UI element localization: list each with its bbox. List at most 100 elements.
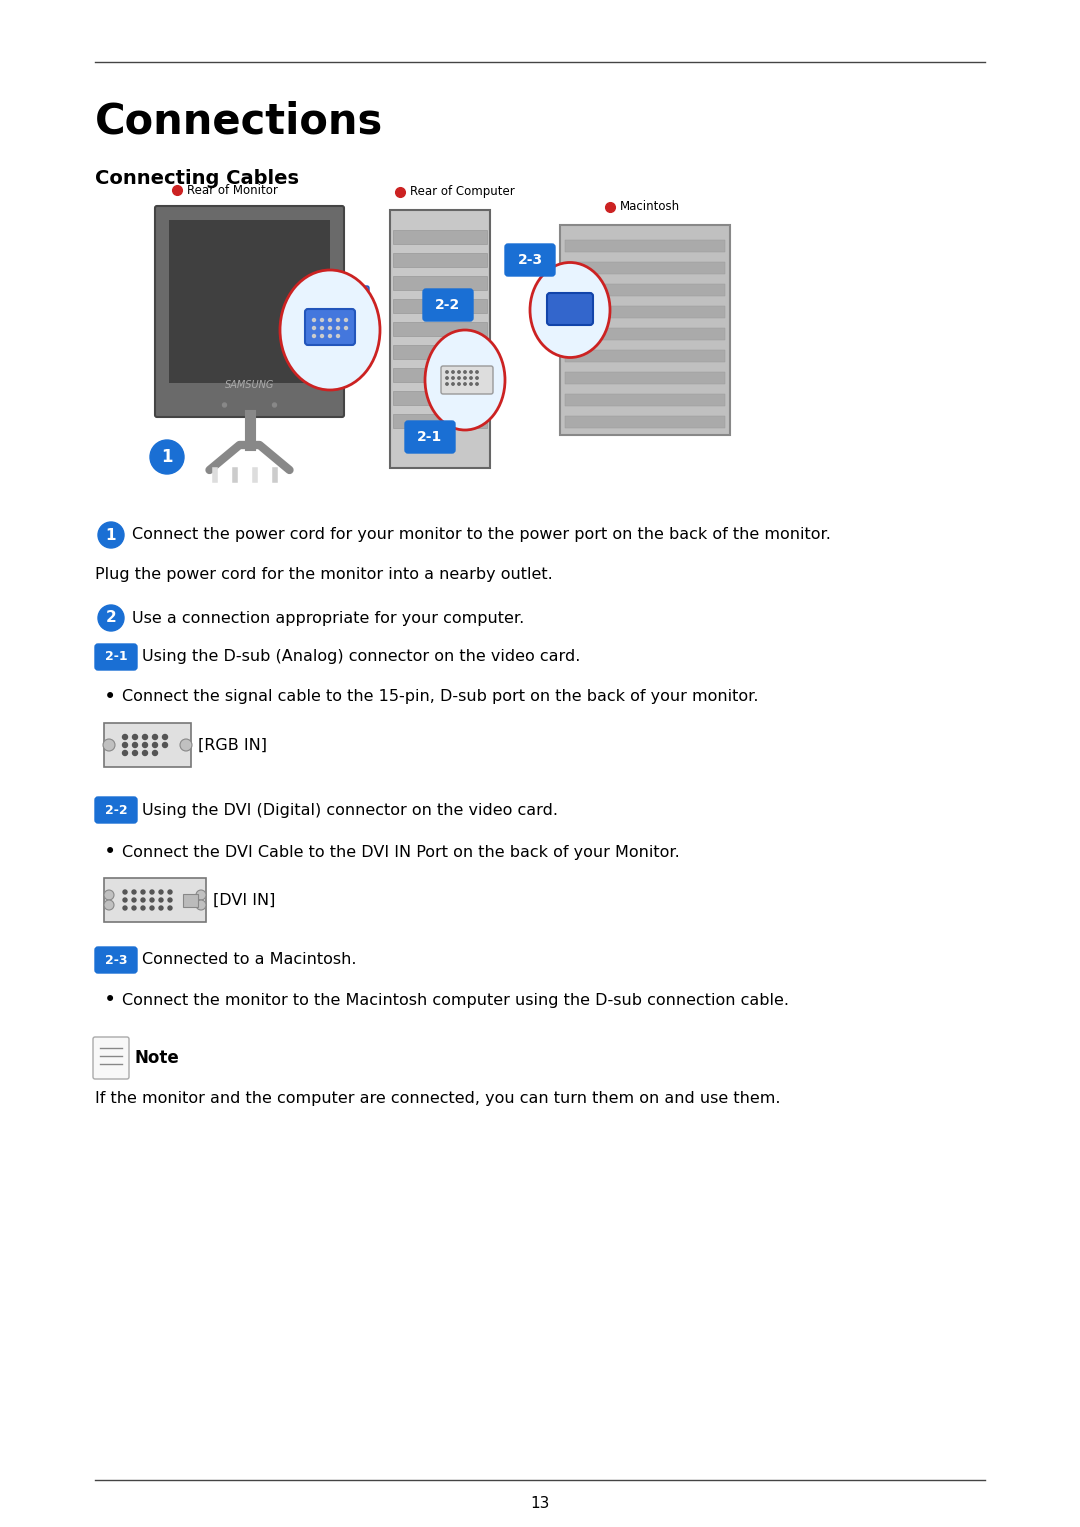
Circle shape (312, 327, 315, 330)
Text: Using the DVI (Digital) connector on the video card.: Using the DVI (Digital) connector on the… (141, 803, 558, 817)
Circle shape (133, 734, 137, 739)
Text: Connecting Cables: Connecting Cables (95, 168, 299, 188)
FancyBboxPatch shape (546, 293, 593, 325)
Circle shape (476, 377, 478, 379)
Circle shape (123, 906, 127, 910)
Circle shape (470, 383, 472, 385)
Circle shape (159, 890, 163, 893)
Text: 2-3: 2-3 (105, 953, 127, 967)
Text: If the monitor and the computer are connected, you can turn them on and use them: If the monitor and the computer are conn… (95, 1090, 781, 1106)
FancyBboxPatch shape (95, 947, 137, 973)
Text: 2: 2 (106, 611, 117, 626)
Text: Rear of Monitor: Rear of Monitor (187, 183, 278, 197)
Circle shape (222, 403, 227, 408)
FancyBboxPatch shape (393, 368, 487, 382)
FancyBboxPatch shape (441, 366, 492, 394)
Text: Note: Note (135, 1049, 179, 1067)
FancyBboxPatch shape (565, 240, 725, 252)
Text: Using the D-sub (Analog) connector on the video card.: Using the D-sub (Analog) connector on th… (141, 649, 580, 664)
Circle shape (133, 742, 137, 748)
Circle shape (168, 906, 172, 910)
Text: Plug the power cord for the monitor into a nearby outlet.: Plug the power cord for the monitor into… (95, 567, 553, 582)
Circle shape (328, 334, 332, 337)
Circle shape (159, 906, 163, 910)
Circle shape (321, 334, 324, 337)
Circle shape (451, 371, 455, 373)
Circle shape (132, 898, 136, 902)
Circle shape (476, 371, 478, 373)
Text: 1: 1 (161, 447, 173, 466)
FancyBboxPatch shape (393, 299, 487, 313)
Circle shape (446, 377, 448, 379)
Text: Connected to a Macintosh.: Connected to a Macintosh. (141, 953, 356, 968)
Circle shape (122, 750, 127, 756)
FancyBboxPatch shape (405, 421, 455, 454)
Circle shape (152, 742, 158, 748)
Circle shape (143, 742, 148, 748)
FancyBboxPatch shape (565, 415, 725, 428)
Ellipse shape (530, 263, 610, 357)
FancyBboxPatch shape (565, 373, 725, 383)
Circle shape (345, 327, 348, 330)
Circle shape (195, 899, 206, 910)
Circle shape (321, 319, 324, 322)
Ellipse shape (426, 330, 505, 431)
Circle shape (98, 522, 124, 548)
Text: 1: 1 (106, 527, 117, 542)
Circle shape (328, 327, 332, 330)
Text: Connections: Connections (95, 101, 383, 144)
FancyBboxPatch shape (95, 644, 137, 670)
Circle shape (458, 377, 460, 379)
Circle shape (470, 377, 472, 379)
Circle shape (463, 377, 467, 379)
FancyBboxPatch shape (423, 289, 473, 321)
Circle shape (150, 906, 154, 910)
FancyBboxPatch shape (393, 391, 487, 405)
FancyBboxPatch shape (183, 893, 198, 907)
FancyBboxPatch shape (104, 722, 191, 767)
Circle shape (345, 319, 348, 322)
FancyBboxPatch shape (565, 394, 725, 406)
Text: 2-1: 2-1 (417, 431, 443, 444)
Circle shape (152, 750, 158, 756)
Ellipse shape (280, 270, 380, 389)
Circle shape (132, 906, 136, 910)
Circle shape (337, 319, 339, 322)
Circle shape (328, 319, 332, 322)
FancyBboxPatch shape (565, 328, 725, 341)
Circle shape (312, 334, 315, 337)
Circle shape (321, 327, 324, 330)
FancyBboxPatch shape (561, 224, 730, 435)
Circle shape (162, 734, 167, 739)
FancyBboxPatch shape (565, 284, 725, 296)
Circle shape (150, 890, 154, 893)
Circle shape (470, 371, 472, 373)
Text: [RGB IN]: [RGB IN] (198, 738, 267, 753)
FancyBboxPatch shape (393, 345, 487, 359)
Text: 2-3: 2-3 (517, 253, 542, 267)
Circle shape (143, 750, 148, 756)
FancyBboxPatch shape (393, 276, 487, 290)
Circle shape (141, 898, 145, 902)
Circle shape (103, 739, 114, 751)
Text: 2-1: 2-1 (105, 651, 127, 664)
Text: Connect the monitor to the Macintosh computer using the D-sub connection cable.: Connect the monitor to the Macintosh com… (122, 993, 789, 1008)
Circle shape (168, 898, 172, 902)
Circle shape (451, 377, 455, 379)
Circle shape (104, 899, 114, 910)
FancyBboxPatch shape (305, 308, 355, 345)
FancyBboxPatch shape (393, 414, 487, 428)
Circle shape (463, 383, 467, 385)
Circle shape (162, 742, 167, 748)
Text: Rear of Computer: Rear of Computer (410, 185, 515, 199)
Circle shape (180, 739, 192, 751)
Circle shape (122, 742, 127, 748)
Circle shape (446, 371, 448, 373)
Circle shape (458, 371, 460, 373)
Text: 13: 13 (530, 1495, 550, 1510)
Circle shape (476, 383, 478, 385)
Text: •: • (104, 841, 117, 863)
Text: Connect the power cord for your monitor to the power port on the back of the mon: Connect the power cord for your monitor … (132, 527, 831, 542)
FancyBboxPatch shape (168, 220, 330, 383)
Text: SAMSUNG: SAMSUNG (225, 380, 274, 389)
